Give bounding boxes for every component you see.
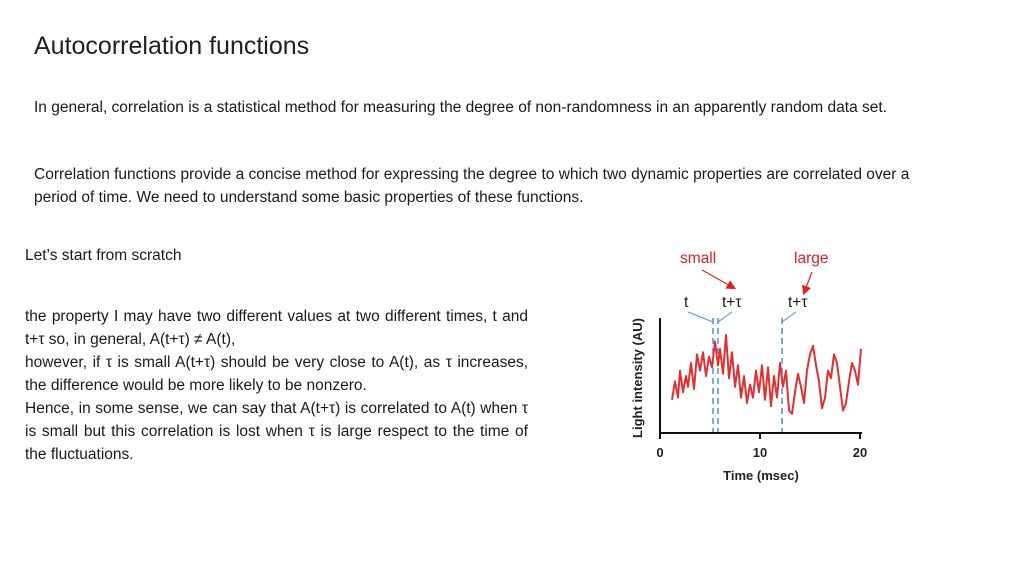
y-axis-label: Light intensity (AU) (630, 318, 645, 438)
paragraph-correlation-definition: In general, correlation is a statistical… (34, 99, 887, 116)
arrow-small (701, 269, 737, 290)
x-tick-label: 0 (656, 445, 663, 460)
explanation-line-3: Hence, in some sense, we can say that A(… (25, 400, 528, 463)
arrow-large (802, 271, 813, 296)
explanation-text: the property I may have two different va… (25, 305, 528, 466)
intro-text: Let’s start from scratch (25, 247, 182, 264)
series-line-signal (671, 334, 862, 415)
marker-connector-3 (781, 311, 797, 323)
label-large: large (794, 250, 829, 267)
explanation-line-1: the property I may have two different va… (25, 308, 528, 348)
label-small: small (680, 250, 717, 267)
x-axis-label: Time (msec) (723, 468, 799, 483)
label-t-plus-tau-small: t+τ (722, 294, 742, 311)
x-tick-label: 20 (853, 445, 867, 460)
page-title: Autocorrelation functions (34, 32, 310, 60)
label-t-plus-tau-large: t+τ (788, 294, 808, 311)
x-tick-label: 10 (753, 445, 767, 460)
paragraph-correlation-functions: Correlation functions provide a concise … (34, 166, 910, 206)
explanation-line-2: however, if τ is small A(t+τ) should be … (25, 354, 528, 394)
marker-connector-2 (717, 311, 733, 323)
label-t: t (684, 294, 689, 311)
marker-connector-1 (687, 311, 714, 323)
